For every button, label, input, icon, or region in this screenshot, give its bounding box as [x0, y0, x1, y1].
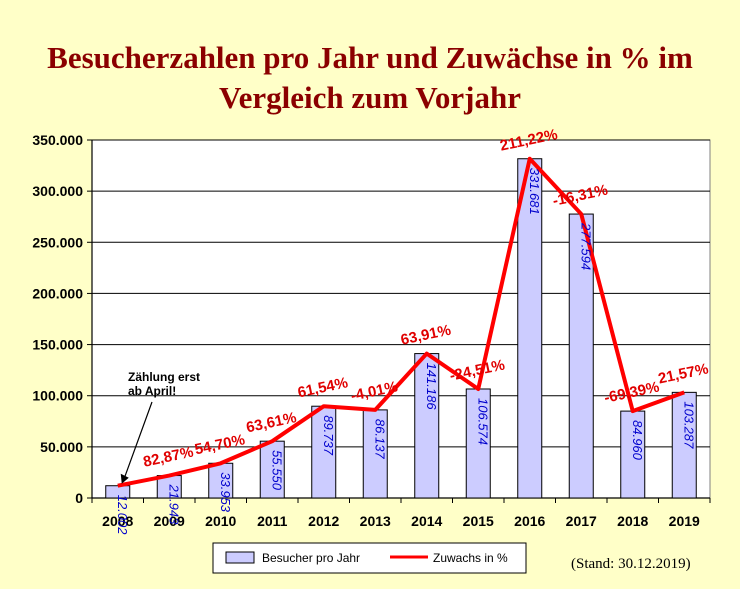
x-tick-label: 2009 — [154, 513, 185, 529]
bar-value-label: 86.137 — [372, 419, 387, 460]
x-tick-label: 2017 — [566, 513, 597, 529]
bar-value-label: 84.960 — [630, 420, 645, 461]
bar — [414, 353, 440, 499]
chart-title: Besucherzahlen pro Jahr und Zuwächse in … — [0, 38, 740, 118]
y-tick-label: 100.000 — [32, 388, 83, 404]
y-tick-label: 0 — [75, 490, 83, 506]
x-tick-label: 2012 — [308, 513, 339, 529]
bar — [517, 158, 543, 499]
bar-value-label: 89.737 — [321, 415, 336, 456]
x-tick-label: 2016 — [514, 513, 545, 529]
bar-value-label: 55.550 — [269, 450, 284, 491]
bar-value-label: 331.681 — [527, 168, 542, 215]
bar — [671, 391, 697, 499]
y-tick-label: 150.000 — [32, 337, 83, 353]
legend-swatch-bar — [225, 551, 255, 564]
annotation-arrowhead — [120, 473, 129, 484]
x-tick-label: 2014 — [411, 513, 442, 529]
legend-box — [212, 542, 527, 574]
bar-value-label: 12.002 — [115, 495, 130, 536]
bar-value-label: 277.594 — [578, 222, 593, 270]
bar — [620, 410, 646, 499]
bar-value-label: 103.287 — [681, 401, 696, 449]
chart-title-line-1: Besucherzahlen pro Jahr und Zuwächse in … — [47, 40, 693, 75]
x-tick-label: 2011 — [257, 513, 288, 529]
x-tick-label: 2008 — [102, 513, 133, 529]
y-tick-label: 250.000 — [32, 234, 83, 250]
x-tick-label: 2018 — [617, 513, 648, 529]
bar-value-label: 21.943 — [166, 484, 181, 526]
annotation-line-2: ab April! — [128, 384, 176, 398]
bar-value-label: 33.953 — [218, 472, 233, 513]
y-tick-label: 300.000 — [32, 183, 83, 199]
bar-value-label: 141.186 — [424, 363, 439, 411]
bar — [259, 440, 285, 499]
annotation-line-1: Zählung erst — [128, 370, 200, 384]
status-footnote: (Stand: 30.12.2019) — [571, 556, 691, 572]
bar — [362, 409, 388, 499]
bar-value-label: 106.574 — [475, 398, 490, 445]
x-tick-label: 2013 — [360, 513, 391, 529]
chart-title-line-2: Vergleich zum Vorjahr — [219, 80, 521, 115]
legend-label-bar: Besucher pro Jahr — [262, 551, 360, 565]
annotation-arrow — [123, 401, 153, 480]
legend-label-line: Zuwachs in % — [433, 551, 508, 565]
bar — [465, 388, 491, 499]
x-tick-label: 2019 — [669, 513, 700, 529]
bar — [568, 213, 594, 499]
y-tick-label: 200.000 — [32, 285, 83, 301]
series-line — [117, 156, 685, 488]
bar — [311, 405, 337, 499]
y-tick-label: 50.000 — [40, 439, 83, 455]
x-tick-label: 2010 — [205, 513, 236, 529]
y-tick-label: 350.000 — [32, 132, 83, 148]
legend: Besucher pro Jahr Zuwachs in % — [212, 542, 527, 574]
x-tick-label: 2015 — [463, 513, 494, 529]
